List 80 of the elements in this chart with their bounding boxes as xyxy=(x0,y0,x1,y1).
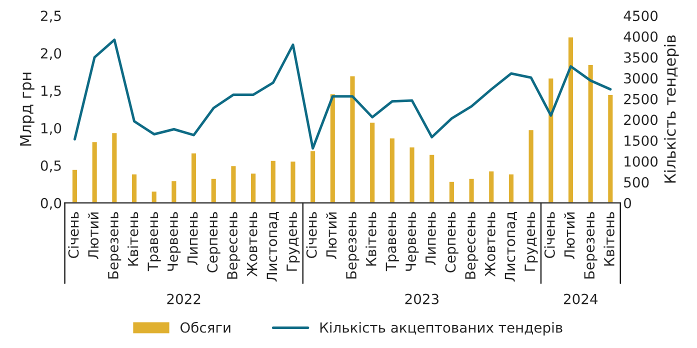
y2-tick-label: 2500 xyxy=(624,94,658,104)
bar xyxy=(110,132,118,203)
y2-tick-label: 2000 xyxy=(624,114,658,126)
x-tick-label: Вересень xyxy=(227,212,240,279)
x-tick-label: Квітень xyxy=(366,212,376,266)
y2-tick-label: 3500 xyxy=(624,52,658,63)
x-tick-label: Липень xyxy=(187,212,198,266)
bar xyxy=(606,94,614,203)
bar xyxy=(368,121,376,203)
x-tick-label: Жовтень xyxy=(247,212,258,276)
y-tick-label: 2,5 xyxy=(40,10,61,23)
bar xyxy=(90,140,98,203)
bar xyxy=(269,160,277,203)
y-tick-label: 0,5 xyxy=(40,160,61,172)
x-tick-label: Січень xyxy=(544,212,555,258)
bar xyxy=(448,180,456,203)
bar xyxy=(547,77,555,203)
x-tick-label: Березень xyxy=(108,212,122,278)
bar xyxy=(190,152,198,203)
text: 2023 xyxy=(405,294,438,304)
x-tick-label: Серпень xyxy=(207,212,220,272)
x-tick-label: Листопад xyxy=(266,212,279,282)
x-tick-label: Квітень xyxy=(128,212,138,266)
bar xyxy=(527,128,535,203)
bar xyxy=(488,170,496,203)
x-tick-label: Серпень xyxy=(445,212,458,272)
bar xyxy=(130,172,138,203)
bar xyxy=(408,146,416,203)
y-tick-label: 2,0 xyxy=(40,48,62,60)
text: 2024 xyxy=(564,294,598,304)
x-tick-label: Липень xyxy=(426,212,436,266)
x-tick-label: Листопад xyxy=(504,212,517,282)
y2-tick-label: 1500 xyxy=(624,135,658,146)
x-tick-label: Березень xyxy=(584,212,598,278)
y-tick-label: 1,0 xyxy=(41,122,62,135)
x-tick-label: Лютий xyxy=(88,212,99,259)
bar xyxy=(309,150,316,203)
x-tick-label: Січень xyxy=(68,212,79,258)
x-tick-label: Лютий xyxy=(326,212,337,259)
bar xyxy=(250,172,257,203)
text: 2022 xyxy=(167,294,200,304)
legend-label: Обсяги xyxy=(180,322,230,333)
x-tick-label: Вересень xyxy=(465,212,478,279)
bar xyxy=(230,164,238,203)
bar xyxy=(348,74,356,203)
y2-axis-title: Кількість тендерів xyxy=(664,35,679,183)
bar xyxy=(508,172,515,203)
bar xyxy=(388,137,396,203)
y2-tick-label: 1000 xyxy=(624,156,658,167)
y2-tick-label: 4000 xyxy=(624,31,658,42)
bar xyxy=(289,160,297,203)
bar xyxy=(210,177,218,203)
y-tick-label: 0,0 xyxy=(40,198,62,210)
y-tick-label: 1,5 xyxy=(41,86,61,98)
x-tick-label: Грудень xyxy=(524,212,538,271)
y2-tick-label: 4500 xyxy=(624,10,658,22)
y2-tick-label: 500 xyxy=(624,177,649,188)
bar xyxy=(170,180,178,203)
bar xyxy=(328,92,336,203)
x-tick-label: Лютий xyxy=(564,212,575,259)
x-tick-label: Травень xyxy=(386,212,399,272)
y2-tick-label: 0 xyxy=(624,198,632,208)
bar xyxy=(428,154,436,203)
x-tick-label: Червень xyxy=(168,212,181,271)
x-tick-label: Квітень xyxy=(604,212,614,266)
x-tick-label: Березень xyxy=(346,212,360,278)
bar xyxy=(468,177,476,203)
bar xyxy=(586,64,594,203)
legend-label: Кількість акцептованих тендерів xyxy=(320,322,562,336)
bar xyxy=(567,36,574,203)
x-tick-label: Травень xyxy=(148,212,161,272)
x-tick-label: Жовтень xyxy=(485,212,496,276)
bar xyxy=(150,190,158,203)
line-series xyxy=(73,38,612,150)
y2-tick-label: 3000 xyxy=(624,73,658,84)
x-tick-label: Червень xyxy=(406,212,419,271)
bar xyxy=(71,168,78,203)
x-tick-label: Січень xyxy=(306,212,317,258)
y-axis-title: Млрд грн xyxy=(20,72,34,146)
x-tick-label: Грудень xyxy=(286,212,300,271)
